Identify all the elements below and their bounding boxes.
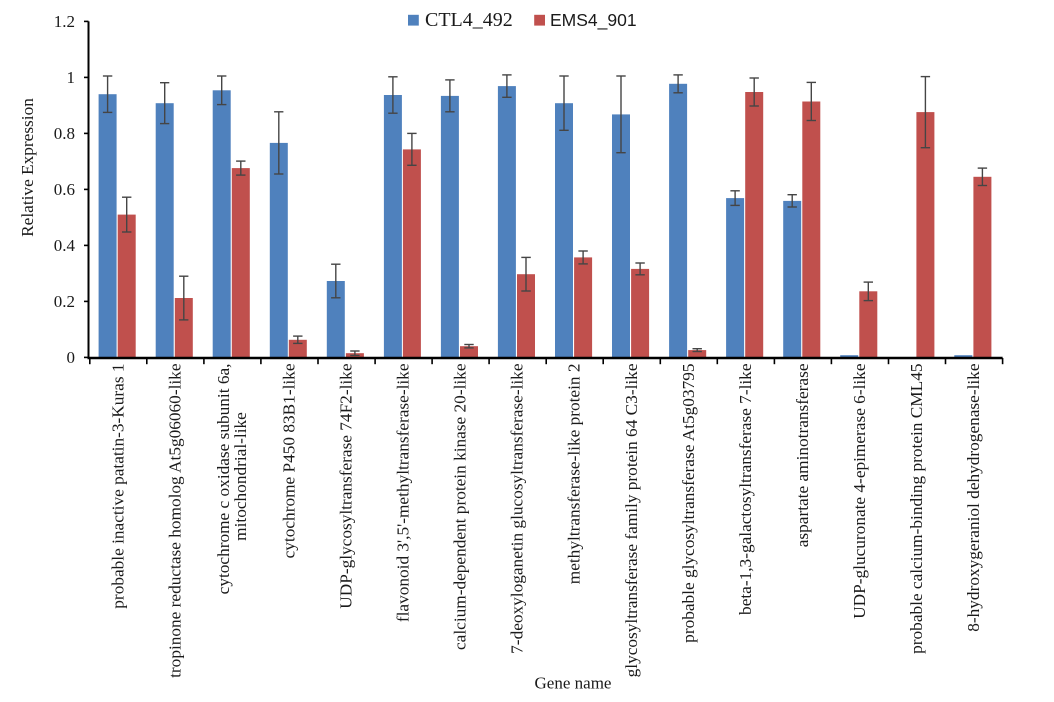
svg-text:UDP-glycosyltransferase 74F2-l: UDP-glycosyltransferase 74F2-like: [337, 363, 356, 609]
svg-text:7-deoxyloganetin glucosyltrans: 7-deoxyloganetin glucosyltransferase-lik…: [508, 363, 527, 654]
svg-text:0.4: 0.4: [54, 236, 76, 255]
svg-text:probable inactive patatin-3-Ku: probable inactive patatin-3-Kuras 1: [108, 364, 127, 609]
svg-text:tropinone reductase homolog At: tropinone reductase homolog At5g06060-li…: [165, 363, 184, 678]
svg-text:flavonoid 3',5'-methyltransfer: flavonoid 3',5'-methyltransferase-like: [394, 363, 413, 622]
svg-text:8-hydroxygeraniol dehydrogenas: 8-hydroxygeraniol dehydrogenase-like: [964, 363, 983, 632]
svg-text:UDP-glucuronate 4-epimerase 6-: UDP-glucuronate 4-epimerase 6-like: [850, 363, 869, 619]
svg-text:cytochrome c oxidase subunit 6: cytochrome c oxidase subunit 6a,: [214, 364, 233, 595]
svg-text:1: 1: [67, 68, 76, 87]
svg-text:0.8: 0.8: [54, 124, 75, 143]
svg-text:beta-1,3-galactosyltransferase: beta-1,3-galactosyltransferase 7-like: [736, 363, 755, 615]
svg-text:calcium-dependent protein kina: calcium-dependent protein kinase 20-like: [451, 363, 470, 650]
svg-text:0.6: 0.6: [54, 180, 75, 199]
svg-text:0: 0: [67, 348, 76, 367]
svg-text:CTL4_492: CTL4_492: [425, 9, 513, 31]
svg-text:glycosyltransferase family pro: glycosyltransferase family protein 64 C3…: [622, 363, 641, 677]
svg-text:probable glycosyltransferase A: probable glycosyltransferase At5g03795: [679, 364, 698, 643]
svg-text:1.2: 1.2: [54, 12, 75, 31]
svg-text:cytochrome P450 83B1-like: cytochrome P450 83B1-like: [280, 363, 299, 558]
svg-text:Relative Expression: Relative Expression: [18, 98, 37, 237]
svg-text:probable calcium-binding prote: probable calcium-binding protein CML45: [907, 364, 926, 654]
svg-text:mitochondrial-like: mitochondrial-like: [231, 412, 250, 541]
svg-text:Gene name: Gene name: [535, 674, 612, 693]
svg-text:methyltransferase-like protein: methyltransferase-like protein 2: [565, 364, 584, 585]
svg-text:EMS4_901: EMS4_901: [550, 10, 637, 31]
svg-text:0.2: 0.2: [54, 292, 75, 311]
svg-text:aspartate aminotransferase: aspartate aminotransferase: [793, 363, 812, 547]
